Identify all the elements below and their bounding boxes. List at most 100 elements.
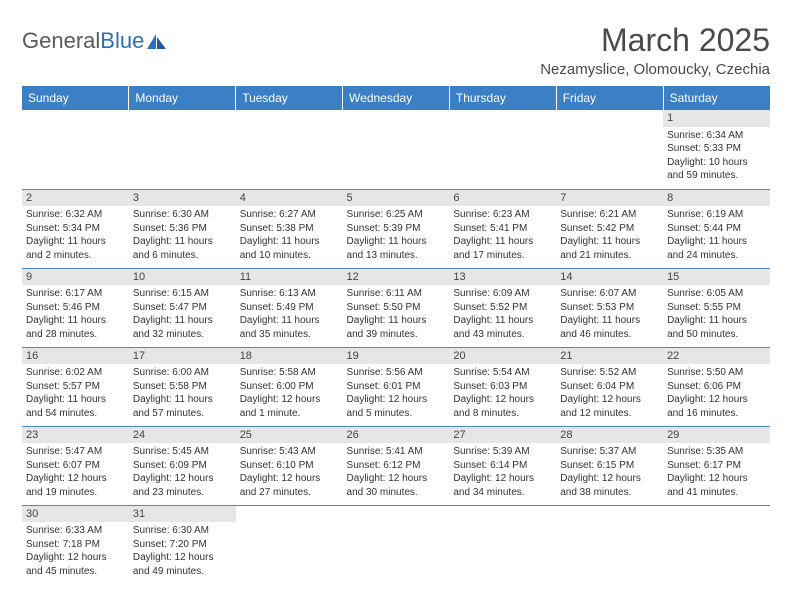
daylight-text: Daylight: 11 hours and 6 minutes.: [133, 235, 232, 262]
daylight-text: Daylight: 12 hours and 49 minutes.: [133, 551, 232, 578]
sunset-text: Sunset: 6:15 PM: [560, 459, 659, 473]
sunset-text: Sunset: 6:12 PM: [347, 459, 446, 473]
day-number: 16: [22, 348, 129, 365]
weekday-header: Tuesday: [236, 86, 343, 110]
sunrise-text: Sunrise: 6:02 AM: [26, 366, 125, 380]
day-number: 3: [129, 190, 236, 207]
calendar-day-cell: 11Sunrise: 6:13 AMSunset: 5:49 PMDayligh…: [236, 268, 343, 347]
day-details: Sunrise: 5:39 AMSunset: 6:14 PMDaylight:…: [453, 445, 552, 499]
sunset-text: Sunset: 6:14 PM: [453, 459, 552, 473]
calendar-day-cell: 4Sunrise: 6:27 AMSunset: 5:38 PMDaylight…: [236, 189, 343, 268]
day-details: Sunrise: 6:30 AMSunset: 5:36 PMDaylight:…: [133, 208, 232, 262]
daylight-text: Daylight: 11 hours and 54 minutes.: [26, 393, 125, 420]
daylight-text: Daylight: 11 hours and 24 minutes.: [667, 235, 766, 262]
calendar-day-cell: 21Sunrise: 5:52 AMSunset: 6:04 PMDayligh…: [556, 347, 663, 426]
logo-text-1: General: [22, 28, 100, 54]
daylight-text: Daylight: 11 hours and 32 minutes.: [133, 314, 232, 341]
day-number: 7: [556, 190, 663, 207]
calendar-week-row: 30Sunrise: 6:33 AMSunset: 7:18 PMDayligh…: [22, 505, 770, 584]
sunrise-text: Sunrise: 6:13 AM: [240, 287, 339, 301]
sunset-text: Sunset: 5:38 PM: [240, 222, 339, 236]
sunset-text: Sunset: 7:18 PM: [26, 538, 125, 552]
sunset-text: Sunset: 5:58 PM: [133, 380, 232, 394]
day-number: 20: [449, 348, 556, 365]
calendar-week-row: 9Sunrise: 6:17 AMSunset: 5:46 PMDaylight…: [22, 268, 770, 347]
sunset-text: Sunset: 5:53 PM: [560, 301, 659, 315]
calendar-day-cell: [236, 110, 343, 189]
day-number: 21: [556, 348, 663, 365]
sunset-text: Sunset: 5:39 PM: [347, 222, 446, 236]
calendar-day-cell: 31Sunrise: 6:30 AMSunset: 7:20 PMDayligh…: [129, 505, 236, 584]
day-details: Sunrise: 5:54 AMSunset: 6:03 PMDaylight:…: [453, 366, 552, 420]
sunrise-text: Sunrise: 6:00 AM: [133, 366, 232, 380]
calendar-day-cell: [449, 505, 556, 584]
daylight-text: Daylight: 12 hours and 38 minutes.: [560, 472, 659, 499]
day-details: Sunrise: 5:52 AMSunset: 6:04 PMDaylight:…: [560, 366, 659, 420]
day-details: Sunrise: 5:56 AMSunset: 6:01 PMDaylight:…: [347, 366, 446, 420]
calendar-week-row: 2Sunrise: 6:32 AMSunset: 5:34 PMDaylight…: [22, 189, 770, 268]
sunrise-text: Sunrise: 6:07 AM: [560, 287, 659, 301]
day-number: 6: [449, 190, 556, 207]
calendar-week-row: 16Sunrise: 6:02 AMSunset: 5:57 PMDayligh…: [22, 347, 770, 426]
sunrise-text: Sunrise: 5:50 AM: [667, 366, 766, 380]
sunrise-text: Sunrise: 6:30 AM: [133, 208, 232, 222]
sunset-text: Sunset: 5:52 PM: [453, 301, 552, 315]
daylight-text: Daylight: 12 hours and 19 minutes.: [26, 472, 125, 499]
calendar-day-cell: 29Sunrise: 5:35 AMSunset: 6:17 PMDayligh…: [663, 426, 770, 505]
weekday-header: Friday: [556, 86, 663, 110]
daylight-text: Daylight: 12 hours and 45 minutes.: [26, 551, 125, 578]
calendar-day-cell: [449, 110, 556, 189]
daylight-text: Daylight: 11 hours and 39 minutes.: [347, 314, 446, 341]
sunrise-text: Sunrise: 6:15 AM: [133, 287, 232, 301]
sunset-text: Sunset: 5:49 PM: [240, 301, 339, 315]
sunset-text: Sunset: 6:10 PM: [240, 459, 339, 473]
daylight-text: Daylight: 12 hours and 5 minutes.: [347, 393, 446, 420]
day-details: Sunrise: 5:41 AMSunset: 6:12 PMDaylight:…: [347, 445, 446, 499]
calendar-day-cell: 17Sunrise: 6:00 AMSunset: 5:58 PMDayligh…: [129, 347, 236, 426]
sunset-text: Sunset: 5:57 PM: [26, 380, 125, 394]
sunrise-text: Sunrise: 5:37 AM: [560, 445, 659, 459]
weekday-header: Sunday: [22, 86, 129, 110]
calendar-day-cell: [556, 505, 663, 584]
day-number: 1: [663, 110, 770, 127]
day-number: 11: [236, 269, 343, 286]
calendar-day-cell: [343, 110, 450, 189]
sunrise-text: Sunrise: 5:52 AM: [560, 366, 659, 380]
calendar-week-row: 23Sunrise: 5:47 AMSunset: 6:07 PMDayligh…: [22, 426, 770, 505]
day-details: Sunrise: 6:34 AMSunset: 5:33 PMDaylight:…: [667, 129, 766, 183]
sunset-text: Sunset: 5:36 PM: [133, 222, 232, 236]
calendar-day-cell: [556, 110, 663, 189]
sunset-text: Sunset: 5:44 PM: [667, 222, 766, 236]
day-details: Sunrise: 6:33 AMSunset: 7:18 PMDaylight:…: [26, 524, 125, 578]
sunset-text: Sunset: 5:46 PM: [26, 301, 125, 315]
day-number: 29: [663, 427, 770, 444]
daylight-text: Daylight: 11 hours and 13 minutes.: [347, 235, 446, 262]
calendar-day-cell: 10Sunrise: 6:15 AMSunset: 5:47 PMDayligh…: [129, 268, 236, 347]
day-number: 15: [663, 269, 770, 286]
sunset-text: Sunset: 6:17 PM: [667, 459, 766, 473]
day-number: 14: [556, 269, 663, 286]
sunrise-text: Sunrise: 5:41 AM: [347, 445, 446, 459]
sunset-text: Sunset: 6:07 PM: [26, 459, 125, 473]
sunset-text: Sunset: 5:33 PM: [667, 142, 766, 156]
day-details: Sunrise: 6:21 AMSunset: 5:42 PMDaylight:…: [560, 208, 659, 262]
day-number: 18: [236, 348, 343, 365]
daylight-text: Daylight: 12 hours and 27 minutes.: [240, 472, 339, 499]
calendar-day-cell: 9Sunrise: 6:17 AMSunset: 5:46 PMDaylight…: [22, 268, 129, 347]
daylight-text: Daylight: 11 hours and 21 minutes.: [560, 235, 659, 262]
day-details: Sunrise: 6:30 AMSunset: 7:20 PMDaylight:…: [133, 524, 232, 578]
daylight-text: Daylight: 12 hours and 8 minutes.: [453, 393, 552, 420]
day-details: Sunrise: 6:11 AMSunset: 5:50 PMDaylight:…: [347, 287, 446, 341]
day-number: 5: [343, 190, 450, 207]
logo-text-2: Blue: [100, 28, 144, 54]
day-number: 28: [556, 427, 663, 444]
day-details: Sunrise: 5:47 AMSunset: 6:07 PMDaylight:…: [26, 445, 125, 499]
day-number: 9: [22, 269, 129, 286]
day-number: 19: [343, 348, 450, 365]
calendar-day-cell: 16Sunrise: 6:02 AMSunset: 5:57 PMDayligh…: [22, 347, 129, 426]
sunset-text: Sunset: 5:41 PM: [453, 222, 552, 236]
day-details: Sunrise: 6:00 AMSunset: 5:58 PMDaylight:…: [133, 366, 232, 420]
sunrise-text: Sunrise: 6:23 AM: [453, 208, 552, 222]
sunset-text: Sunset: 6:01 PM: [347, 380, 446, 394]
calendar-table: SundayMondayTuesdayWednesdayThursdayFrid…: [22, 86, 770, 584]
